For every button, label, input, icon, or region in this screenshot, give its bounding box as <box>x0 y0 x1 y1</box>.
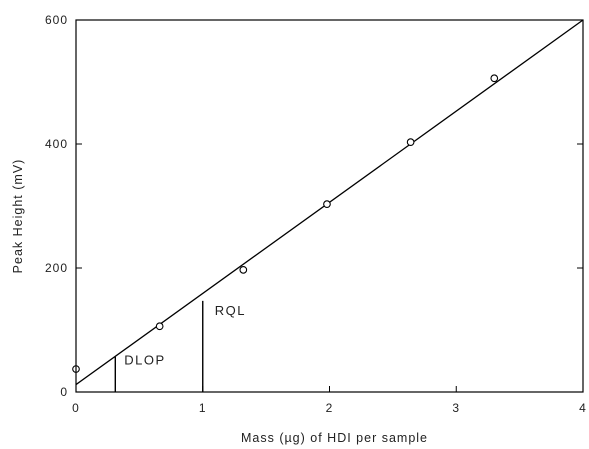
x-tick-label: 4 <box>579 401 587 415</box>
data-point <box>490 74 499 83</box>
ticks-layer: 0 1 2 3 4 0 200 400 600 <box>45 13 587 415</box>
data-point <box>406 138 415 146</box>
annotation-label-dlop: DLOP <box>124 353 165 368</box>
plot-frame <box>75 19 584 393</box>
y-tick-label: 600 <box>45 13 68 27</box>
annotation-layer: DLOP RQL <box>114 300 246 392</box>
y-tick-label: 0 <box>60 385 68 399</box>
data-point <box>323 200 331 208</box>
x-tick-label: 0 <box>72 401 80 415</box>
data-point <box>155 322 164 331</box>
y-tick-label: 400 <box>45 137 68 151</box>
y-axis-title: Peak Height (mV) <box>11 159 25 274</box>
x-tick-label: 1 <box>199 401 207 415</box>
data-points-layer <box>72 74 499 373</box>
y-tick-label: 200 <box>45 261 68 275</box>
annotation-label-rql: RQL <box>215 303 246 318</box>
x-tick-label: 3 <box>452 401 460 415</box>
x-axis-title: Mass (µg) of HDI per sample <box>241 431 428 445</box>
x-tick-label: 2 <box>326 401 334 415</box>
data-point <box>239 266 248 274</box>
